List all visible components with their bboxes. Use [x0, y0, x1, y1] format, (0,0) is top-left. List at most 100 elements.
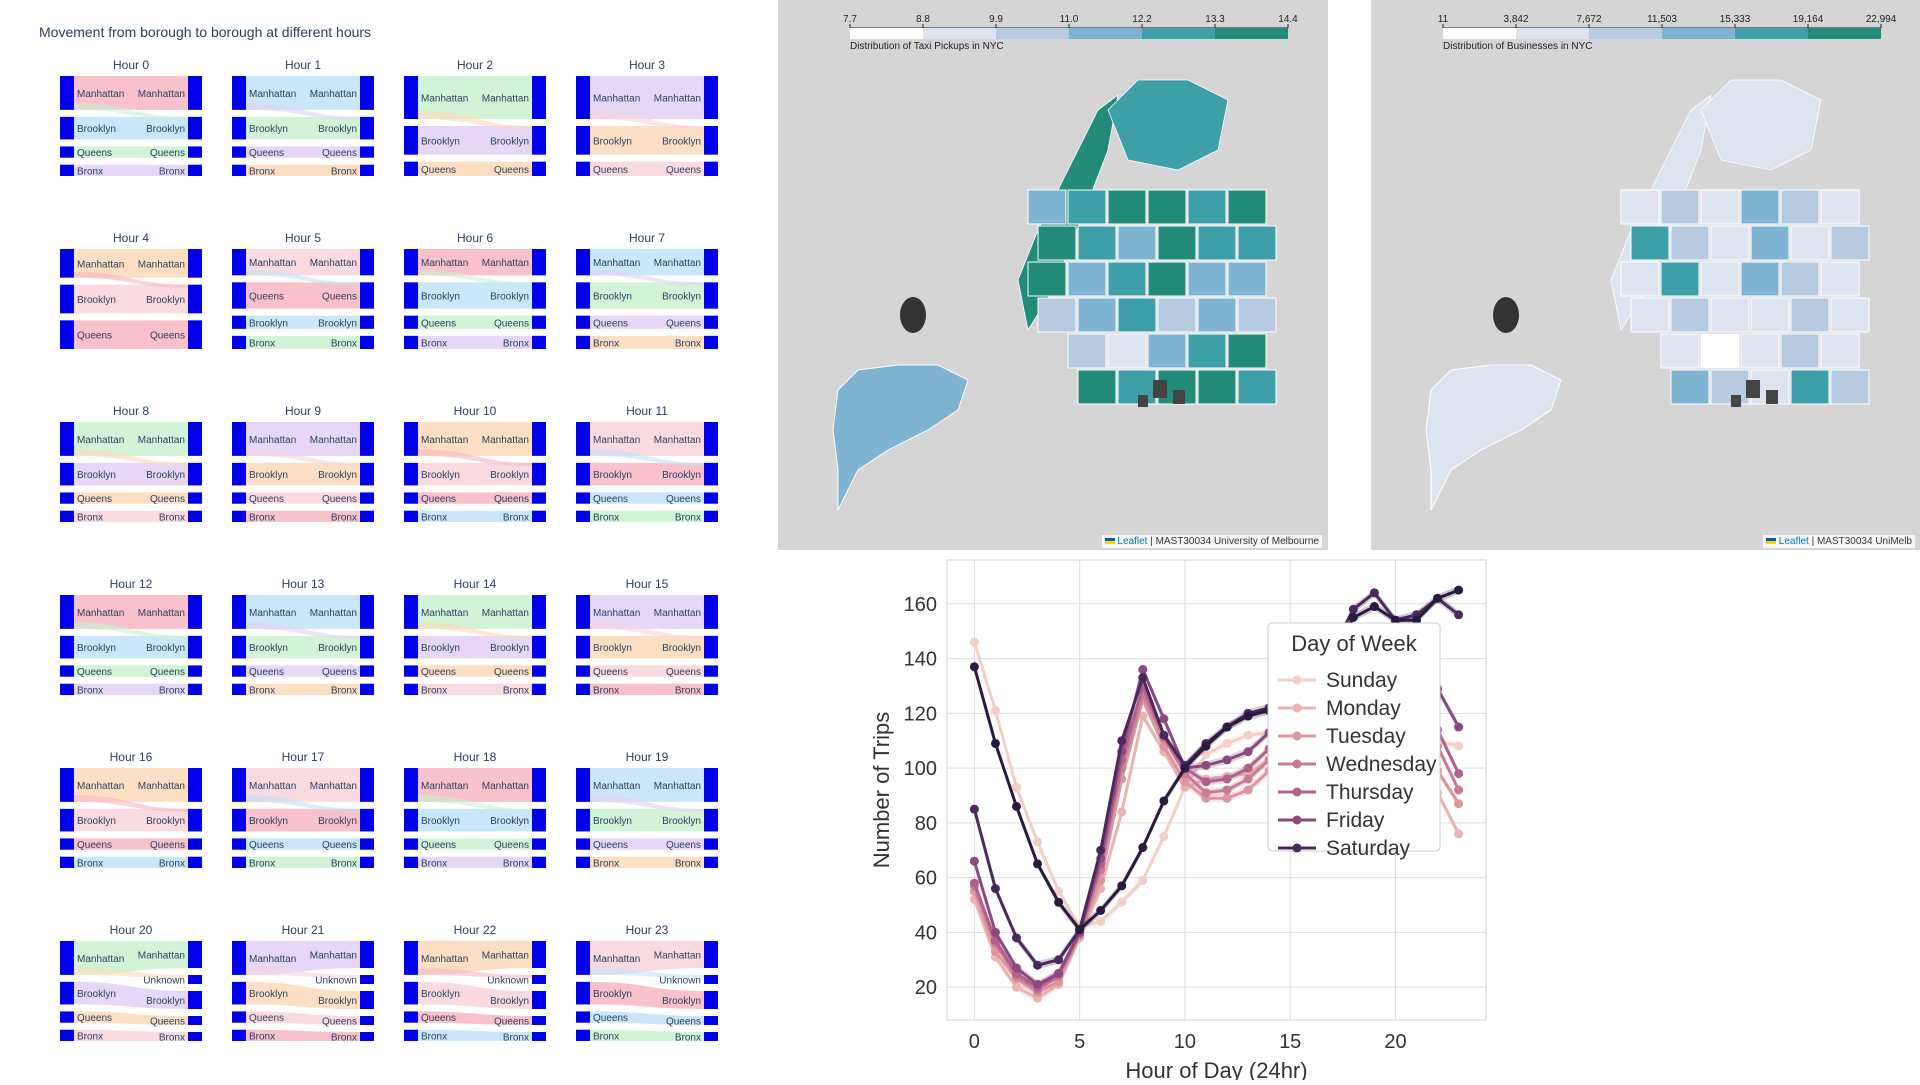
sankey-node-label: Manhattan: [482, 258, 529, 269]
zone: [1670, 297, 1710, 333]
sankey-node: [188, 510, 202, 522]
sankey-node: [704, 856, 718, 868]
sankey-node-label: Queens: [77, 148, 112, 159]
sankey-node-label: Brooklyn: [77, 643, 116, 654]
sankey-node-label: Manhattan: [654, 435, 701, 446]
series-point: [1054, 968, 1064, 978]
sankey-node-label: Brooklyn: [662, 996, 701, 1007]
nyc-choropleth[interactable]: [1371, 0, 1920, 550]
sankey-link: [246, 510, 360, 522]
zone: [1197, 297, 1237, 333]
legend-tick: 7,672: [1576, 14, 1602, 25]
sankey-link: [74, 665, 188, 677]
sankey-link: [590, 941, 704, 975]
sankey-node-label: Manhattan: [310, 258, 357, 269]
sankey-node: [60, 320, 74, 349]
sankey-node: [60, 1029, 74, 1041]
sankey-node: [704, 161, 718, 176]
sankey-node: [232, 768, 246, 802]
series-point: [1033, 960, 1043, 970]
sankey-node-label: Queens: [421, 840, 456, 851]
sankey-link: [418, 856, 532, 868]
sankey-node: [188, 284, 202, 314]
sankey-link: [74, 968, 188, 978]
sankey-link: [590, 635, 704, 659]
series-point: [1222, 722, 1232, 732]
sankey-node: [60, 76, 74, 110]
sankey-node: [188, 76, 202, 110]
sankey-hour-title: Hour 4: [113, 231, 149, 245]
sankey-link: [246, 968, 360, 978]
zone: [1187, 189, 1227, 225]
series-point: [1369, 588, 1379, 598]
sankey-node: [532, 315, 546, 329]
sankey-node: [532, 683, 546, 695]
zone: [1740, 261, 1780, 297]
sankey-link: [418, 595, 532, 629]
zone: [1820, 261, 1860, 297]
legend-tick: 19,164: [1792, 14, 1824, 25]
leaflet-link[interactable]: Leaflet: [1778, 536, 1809, 547]
series-point: [990, 738, 1000, 748]
sankey-node-label: Bronx: [593, 685, 619, 696]
zone: [1780, 333, 1820, 369]
sankey-link: [74, 422, 188, 456]
series-point: [1096, 845, 1106, 855]
zone: [1197, 225, 1237, 261]
sankey-grid-panel: Movement from borough to borough at diff…: [0, 0, 770, 1080]
sankey-link: [590, 110, 704, 129]
sankey-node-label: Bronx: [77, 858, 103, 869]
zone: [1670, 369, 1710, 405]
sankey-link: [590, 856, 704, 868]
zone: [1027, 261, 1067, 297]
sankey-node-label: Queens: [593, 667, 628, 678]
sankey-node-label: Queens: [249, 494, 284, 505]
zone: [1780, 189, 1820, 225]
series-point: [1222, 755, 1232, 765]
series-point: [990, 884, 1000, 894]
zone: [1670, 225, 1710, 261]
legend-marker: [1292, 731, 1302, 741]
sankey-node: [576, 161, 590, 176]
sankey-node-label: Queens: [593, 494, 628, 505]
series-point: [1454, 585, 1464, 595]
sankey-node-label: Brooklyn: [421, 470, 460, 481]
sankey-node: [232, 595, 246, 629]
y-tick-label: 20: [915, 977, 937, 999]
series-point: [1011, 982, 1021, 992]
sankey-link: [246, 315, 360, 329]
series-point: [1159, 714, 1169, 724]
sankey-link: [418, 981, 532, 1009]
sankey-link: [590, 282, 704, 309]
sankey-link: [590, 1011, 704, 1025]
nyc-choropleth[interactable]: [778, 0, 1328, 550]
taxi-pickups-map[interactable]: 7.7 8.8 9.9 11.0 12.2 13.3 14.4 Distribu…: [778, 0, 1328, 550]
sankey-node: [704, 335, 718, 349]
leaflet-link[interactable]: Leaflet: [1117, 536, 1148, 547]
sankey-node: [232, 116, 246, 140]
sankey-node-label: Manhattan: [482, 608, 529, 619]
sankey-node-label: Manhattan: [654, 258, 701, 269]
zone: [1750, 297, 1790, 333]
sankey-node: [360, 335, 374, 349]
sankey-link: [246, 146, 360, 158]
sankey-node: [576, 768, 590, 802]
series-point: [1348, 604, 1358, 614]
sankey-node: [188, 635, 202, 659]
sankey-node: [360, 76, 374, 110]
sankey-node: [60, 249, 74, 278]
sankey-node-label: Bronx: [331, 338, 357, 349]
series-point: [1454, 785, 1464, 795]
sankey-link: [590, 838, 704, 850]
legend-marker: [1292, 843, 1302, 853]
sankey-node-label: Queens: [421, 165, 456, 176]
x-tick-label: 0: [969, 1031, 980, 1053]
y-tick-label: 160: [904, 594, 937, 616]
sankey-node-label: Unknown: [143, 976, 185, 987]
legend-color-swatch: [923, 28, 996, 39]
businesses-map[interactable]: 11 3,842 7,672 11,503 15,333 19,164 22,9…: [1371, 0, 1920, 550]
sankey-node: [232, 146, 246, 158]
sankey-node-label: Queens: [593, 1013, 628, 1024]
sankey-node-label: Queens: [150, 1017, 185, 1028]
sankey-node-label: Brooklyn: [249, 124, 288, 135]
